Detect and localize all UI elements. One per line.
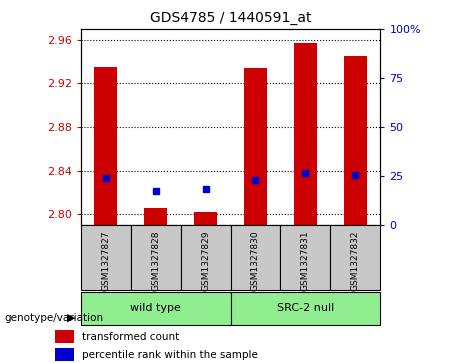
Text: GSM1327832: GSM1327832 [351, 230, 360, 291]
Bar [130, 225, 181, 290]
Text: wild type: wild type [130, 303, 181, 313]
Bar [344, 56, 366, 225]
Bar [194, 212, 217, 225]
Text: percentile rank within the sample: percentile rank within the sample [82, 350, 258, 360]
Text: GSM1327830: GSM1327830 [251, 230, 260, 291]
Bar [331, 225, 380, 290]
Text: GSM1327831: GSM1327831 [301, 230, 310, 291]
Bar [55, 330, 74, 343]
Text: SRC-2 null: SRC-2 null [277, 303, 334, 313]
Text: ▶: ▶ [67, 313, 76, 323]
Bar [280, 225, 331, 290]
Text: transformed count: transformed count [82, 331, 179, 342]
Bar [181, 225, 230, 290]
Text: GSM1327828: GSM1327828 [151, 230, 160, 291]
Text: GSM1327829: GSM1327829 [201, 230, 210, 291]
Bar [244, 68, 267, 225]
Bar [294, 43, 317, 225]
Bar [95, 67, 117, 225]
Bar [230, 292, 380, 325]
Bar [81, 292, 230, 325]
Bar [230, 225, 280, 290]
Title: GDS4785 / 1440591_at: GDS4785 / 1440591_at [150, 11, 311, 25]
Bar [55, 348, 74, 361]
Bar [144, 208, 167, 225]
Text: GSM1327827: GSM1327827 [101, 230, 110, 291]
Bar [81, 225, 130, 290]
Text: genotype/variation: genotype/variation [5, 313, 104, 323]
